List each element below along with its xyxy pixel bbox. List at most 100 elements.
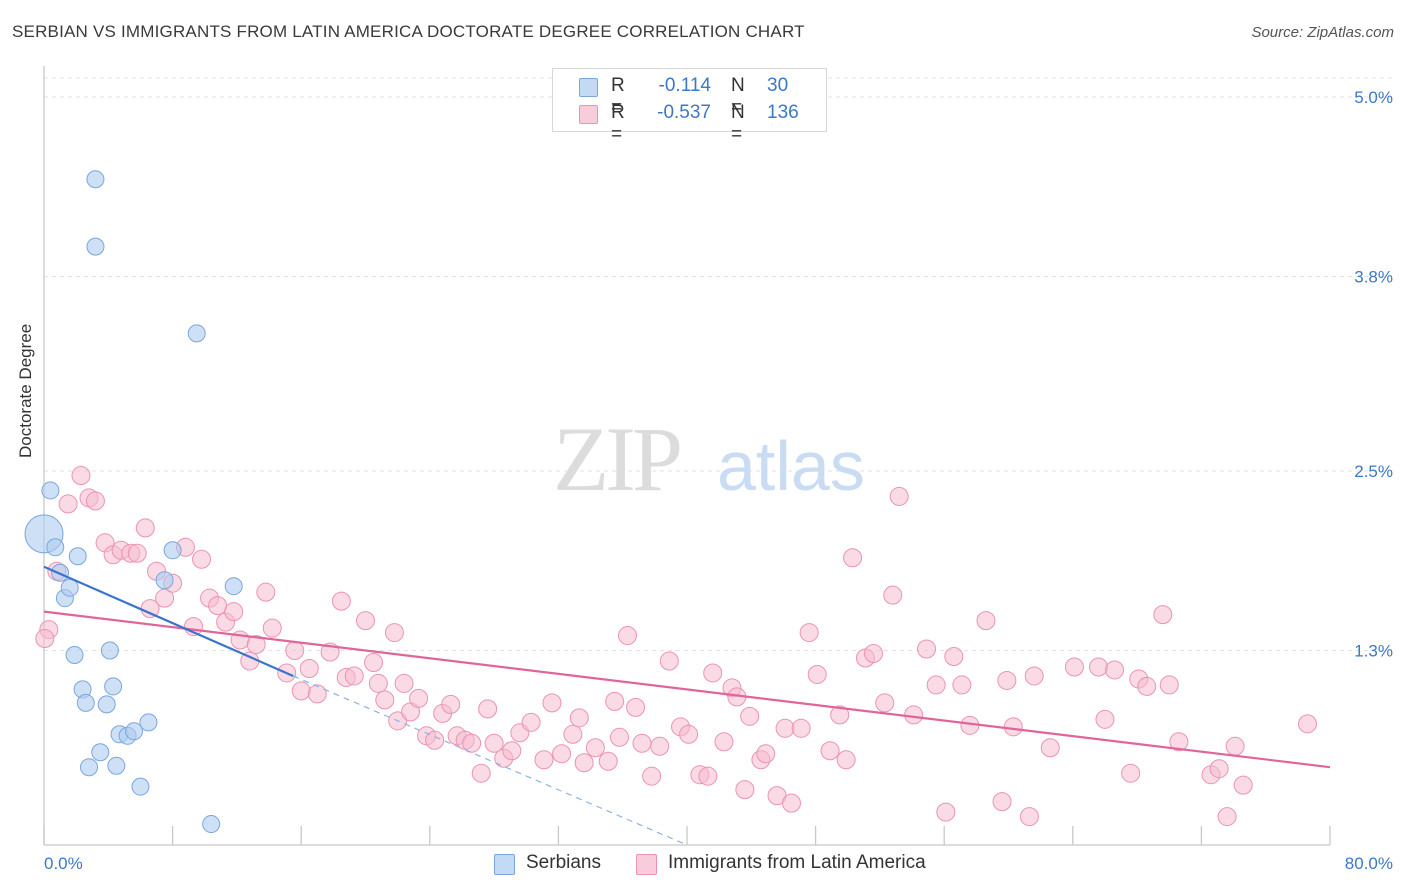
latin-point (192, 549, 212, 569)
latin-point (775, 718, 795, 738)
latin-point (1040, 738, 1060, 758)
latin-point (843, 548, 863, 568)
serbian-point (131, 777, 150, 796)
latin-point (307, 684, 327, 704)
serbian-point (107, 756, 126, 775)
latin-point (679, 724, 699, 744)
latin-points (35, 465, 1317, 827)
latin-point (1137, 676, 1157, 696)
latin-point (904, 705, 924, 725)
latin-point (650, 736, 670, 756)
latin-point (735, 780, 755, 800)
latin-point (698, 766, 718, 786)
latin-point (1297, 714, 1317, 734)
latin-point (384, 623, 404, 643)
latin-point (471, 763, 491, 783)
latin-point (1169, 732, 1189, 752)
serbian-trend-extension (292, 675, 688, 846)
latin-point (246, 635, 266, 655)
latin-point (521, 712, 541, 732)
serbian-point (76, 693, 95, 712)
latin-point (936, 802, 956, 822)
latin-point (356, 611, 375, 631)
latin-point (659, 651, 679, 671)
latin-point (425, 730, 445, 750)
serbian-point (65, 646, 84, 665)
latin-point (1089, 657, 1109, 677)
latin-point (703, 663, 723, 683)
axes (43, 66, 1331, 846)
serbian-point (187, 324, 206, 343)
latin-point (883, 585, 903, 605)
serbian-points (24, 170, 243, 834)
serbian-swatch (494, 854, 515, 875)
latin-point (820, 741, 840, 761)
latin-point (836, 750, 856, 770)
latin-point (135, 518, 155, 538)
latin-point (574, 753, 594, 773)
latin-point (569, 708, 589, 728)
latin-point (127, 543, 147, 563)
tick-labels: 1.3% 2.5% 3.8% 5.0% 0.0% 80.0% (44, 88, 1393, 873)
latin-point (71, 465, 91, 485)
latin-point (632, 733, 652, 753)
x-tick-label: 80.0% (1345, 854, 1393, 873)
y-tick-label: 3.8% (1354, 268, 1393, 287)
latin-point (208, 596, 228, 616)
serbian-point (224, 577, 243, 596)
latin-point (740, 706, 760, 726)
latin-swatch (636, 854, 657, 875)
n-value: 136 (767, 102, 799, 123)
latin-point (484, 733, 504, 753)
latin-point (478, 699, 498, 719)
latin-point (331, 591, 351, 611)
latin-point (1209, 759, 1229, 779)
watermark-atlas: atlas (717, 427, 865, 505)
latin-point (1024, 666, 1044, 686)
latin-point (1105, 660, 1125, 680)
serbian-point (125, 722, 144, 741)
latin-point (875, 693, 895, 713)
latin-point (441, 694, 461, 714)
latin-point (344, 666, 364, 686)
latin-point (534, 750, 554, 770)
latin-point (35, 629, 55, 649)
y-tick-label: 5.0% (1354, 88, 1393, 107)
latin-point (58, 494, 78, 514)
latin-trend-line (43, 610, 1331, 769)
correlation-legend: R = -0.114 N = 30 R = -0.537 N = 136 (552, 68, 827, 145)
r-label: R = (611, 102, 625, 145)
latin-point (291, 681, 311, 701)
latin-point (1064, 657, 1084, 677)
watermark-zip: ZIP (553, 408, 680, 510)
latin-point (1003, 717, 1023, 737)
latin-point (926, 675, 946, 695)
serbian-point (91, 743, 110, 762)
latin-point (917, 639, 937, 659)
watermark: ZIP atlas (553, 408, 865, 510)
latin-point (1153, 605, 1173, 625)
latin-point (830, 705, 850, 725)
latin-point (502, 741, 522, 761)
latin-point (714, 732, 734, 752)
latin-point (1019, 807, 1039, 827)
serbian-point (97, 695, 116, 714)
y-tick-label: 1.3% (1354, 642, 1393, 661)
serbian-point (68, 547, 87, 566)
latin-point (976, 611, 996, 631)
latin-point (1121, 763, 1141, 783)
serbian-point (155, 571, 174, 590)
latin-point (1095, 709, 1115, 729)
n-label: N = (731, 75, 745, 118)
latin-point (863, 644, 883, 664)
latin-point (944, 647, 964, 667)
trend-lines (43, 565, 1331, 846)
latin-point (605, 691, 625, 711)
legend-label: Immigrants from Latin America (668, 852, 926, 873)
n-label: N = (731, 102, 745, 145)
serbian-point (163, 541, 182, 560)
latin-swatch (579, 105, 598, 124)
latin-point (992, 792, 1012, 812)
latin-point (781, 793, 801, 813)
